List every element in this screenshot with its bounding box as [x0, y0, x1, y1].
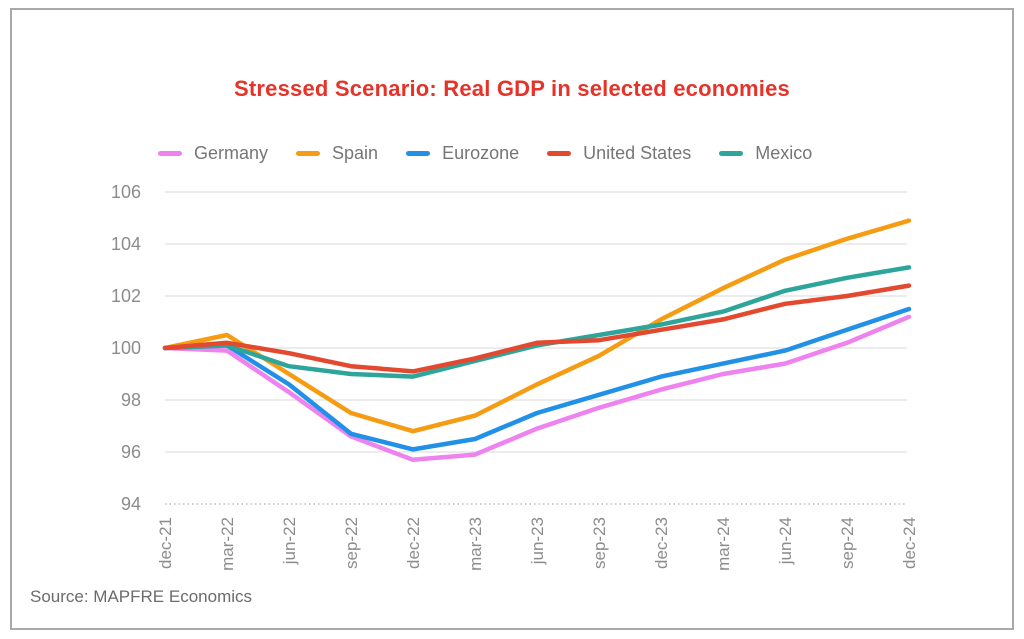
- legend-label-eurozone: Eurozone: [442, 143, 520, 163]
- legend-item-spain: Spain: [296, 143, 378, 164]
- legend-label-mexico: Mexico: [755, 143, 813, 163]
- legend-item-mexico: Mexico: [719, 143, 812, 164]
- chart-panel: [10, 8, 1014, 630]
- legend-item-united-states: United States: [547, 143, 691, 164]
- series-line-eurozone: [162, 306, 912, 452]
- y-tick-label-102: 102: [111, 286, 141, 306]
- source-note: Source: MAPFRE Economics: [30, 587, 253, 606]
- x-tick-label-sep-24: sep-24: [838, 517, 857, 569]
- x-tick-label-sep-23: sep-23: [590, 517, 609, 569]
- y-tick-label-104: 104: [111, 234, 141, 254]
- x-tick-label-mar-24: mar-24: [714, 517, 733, 571]
- legend-label-germany: Germany: [194, 143, 269, 163]
- chart-title: Stressed Scenario: Real GDP in selected …: [234, 76, 790, 101]
- legend-swatch-mexico: [719, 151, 744, 156]
- legend-label-spain: Spain: [332, 143, 379, 163]
- series-line-spain: [162, 218, 912, 434]
- legend-swatch-germany: [158, 151, 182, 156]
- legend-item-eurozone: Eurozone: [406, 143, 519, 164]
- y-tick-label-98: 98: [121, 390, 141, 410]
- y-tick-label-94: 94: [121, 494, 141, 514]
- y-tick-label-100: 100: [111, 338, 141, 358]
- series-line-united-states: [162, 283, 912, 374]
- series-line-mexico: [162, 265, 912, 379]
- x-tick-label-dec-23: dec-23: [652, 517, 671, 569]
- y-tick-label-96: 96: [121, 442, 141, 462]
- x-tick-label-dec-24: dec-24: [900, 517, 919, 569]
- legend-swatch-united-states: [547, 151, 572, 156]
- legend-swatch-spain: [296, 151, 321, 156]
- x-tick-label-jun-22: jun-22: [280, 517, 299, 565]
- x-tick-label-dec-21: dec-21: [156, 517, 175, 569]
- chart-legend: Germany Spain Eurozone United States Mexico: [158, 143, 812, 164]
- x-tick-label-jun-24: jun-24: [776, 517, 795, 565]
- x-tick-label-jun-23: jun-23: [528, 517, 547, 565]
- y-tick-label-106: 106: [111, 182, 141, 202]
- x-tick-label-dec-22: dec-22: [404, 517, 423, 569]
- gridlines: [165, 191, 907, 505]
- x-tick-label-mar-22: mar-22: [218, 517, 237, 571]
- x-axis-labels: dec-21 mar-22 jun-22 sep-22 dec-22 mar-23 jun-…: [156, 517, 919, 571]
- legend-item-germany: Germany: [158, 143, 268, 164]
- series-line-germany: [162, 314, 912, 463]
- x-tick-label-sep-22: sep-22: [342, 517, 361, 569]
- legend-label-united-states: United States: [583, 143, 692, 163]
- legend-swatch-eurozone: [406, 151, 431, 156]
- x-tick-label-mar-23: mar-23: [466, 517, 485, 571]
- y-axis-labels: 94 96 98 100 102 104 106: [111, 182, 141, 514]
